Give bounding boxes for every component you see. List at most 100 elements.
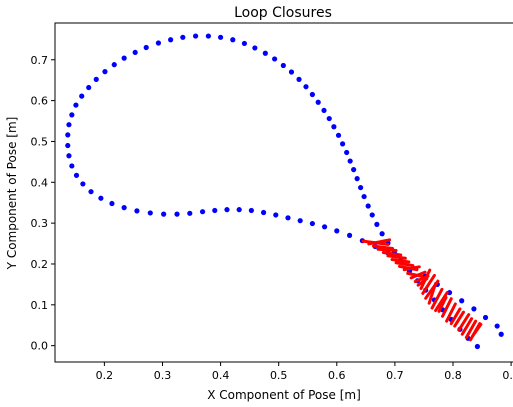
pose-point bbox=[69, 163, 75, 169]
loop-closure-segment bbox=[390, 257, 411, 264]
plot-area-frame bbox=[54, 22, 513, 363]
pose-point bbox=[109, 200, 115, 207]
pose-point bbox=[297, 218, 303, 224]
chart-title: Loop Closures bbox=[234, 5, 332, 21]
pose-point bbox=[498, 331, 504, 337]
pose-point bbox=[321, 224, 328, 230]
pose-point bbox=[236, 207, 242, 213]
pose-point bbox=[180, 34, 186, 40]
pose-point bbox=[66, 122, 72, 128]
loop-closure-segment bbox=[394, 261, 415, 268]
pose-point bbox=[193, 33, 199, 39]
pose-point bbox=[199, 209, 206, 215]
pose-point bbox=[111, 62, 117, 68]
pose-point bbox=[369, 212, 375, 218]
pose-point bbox=[121, 205, 127, 211]
loop-closure-segment bbox=[445, 302, 457, 323]
pose-point bbox=[351, 167, 357, 173]
pose-point bbox=[79, 93, 85, 99]
x-axis-label: X Component of Pose [m] bbox=[207, 388, 361, 402]
pose-point bbox=[335, 132, 342, 138]
pose-point bbox=[224, 207, 230, 213]
y-tick-label: 0.5 bbox=[31, 135, 49, 148]
pose-point bbox=[212, 207, 218, 214]
y-tick-label: 0.7 bbox=[31, 54, 49, 67]
pose-point bbox=[262, 50, 268, 56]
pose-point bbox=[340, 141, 346, 147]
loop-closure-segment bbox=[460, 317, 474, 336]
loop-closure-segment bbox=[464, 319, 478, 339]
pose-point bbox=[303, 84, 309, 90]
loop-closure-segment bbox=[437, 295, 448, 313]
pose-point bbox=[80, 181, 86, 187]
y-tick-label: 0.0 bbox=[31, 340, 49, 353]
loop-closure-segments bbox=[361, 238, 483, 342]
y-tick-label: 0.3 bbox=[31, 217, 49, 230]
pose-point bbox=[272, 56, 278, 62]
pose-point bbox=[187, 210, 193, 216]
pose-point bbox=[241, 40, 248, 47]
pose-point bbox=[134, 208, 140, 214]
pose-point bbox=[347, 158, 353, 164]
pose-point bbox=[252, 45, 258, 51]
pose-point bbox=[93, 76, 99, 82]
y-axis: 0.0 0.1 0.2 0.3 0.4 0.5 0.6 0.7 bbox=[31, 54, 55, 353]
pose-point bbox=[230, 37, 236, 43]
loop-closure-segment bbox=[457, 313, 471, 332]
x-tick-label: 0.3 bbox=[154, 369, 172, 382]
pose-point bbox=[168, 37, 174, 43]
pose-point bbox=[296, 76, 302, 82]
pose-point bbox=[248, 207, 254, 214]
pose-point bbox=[326, 115, 332, 122]
loop-closure-segment bbox=[371, 244, 395, 250]
x-tick-label: 0.2 bbox=[96, 369, 114, 382]
pose-point bbox=[280, 62, 286, 69]
pose-point bbox=[288, 69, 295, 75]
pose-point bbox=[361, 193, 367, 200]
loop-closure-segment bbox=[376, 247, 398, 252]
loop-closure-segment bbox=[381, 251, 403, 257]
loop-closure-segment bbox=[386, 254, 407, 260]
pose-point bbox=[155, 40, 162, 46]
x-tick-label: 0.8 bbox=[444, 369, 462, 382]
x-tick-label: 0.4 bbox=[212, 369, 230, 382]
pose-point bbox=[482, 314, 489, 321]
y-tick-label: 0.6 bbox=[31, 95, 49, 108]
loop-closure-segment bbox=[427, 282, 438, 305]
pose-point bbox=[73, 172, 80, 178]
pose-point bbox=[358, 184, 364, 191]
pose-point bbox=[334, 228, 340, 234]
pose-point bbox=[86, 84, 92, 91]
loop-closure-segment bbox=[453, 310, 465, 328]
pose-point bbox=[471, 306, 477, 312]
loop-closure-segment bbox=[434, 291, 449, 313]
loop-closure-segment bbox=[430, 287, 444, 310]
x-axis: 0.2 0.3 0.4 0.5 0.6 0.7 0.8 0.9 bbox=[96, 362, 513, 382]
pose-point bbox=[174, 211, 180, 217]
pose-point bbox=[143, 44, 149, 51]
loop-closure-segment bbox=[402, 265, 421, 272]
pose-point bbox=[315, 99, 321, 105]
y-tick-label: 0.4 bbox=[31, 176, 49, 189]
pose-point bbox=[344, 149, 350, 156]
y-tick-label: 0.1 bbox=[31, 299, 49, 312]
pose-point bbox=[65, 142, 71, 149]
y-tick-label: 0.2 bbox=[31, 258, 49, 271]
x-tick-label: 0.7 bbox=[386, 369, 404, 382]
pose-point bbox=[217, 34, 224, 40]
pose-point bbox=[365, 203, 371, 209]
pose-point bbox=[374, 221, 380, 227]
pose-point bbox=[379, 231, 385, 237]
pose-point bbox=[132, 49, 138, 56]
pose-point bbox=[147, 210, 153, 216]
loop-closure-segment bbox=[449, 307, 462, 326]
plot-points bbox=[65, 33, 504, 350]
pose-point bbox=[65, 132, 71, 138]
pose-point bbox=[88, 189, 94, 195]
pose-point bbox=[121, 55, 127, 61]
loop-closure-segment bbox=[367, 238, 392, 246]
pose-point bbox=[285, 215, 291, 221]
pose-point bbox=[273, 212, 279, 218]
pose-point bbox=[331, 124, 337, 130]
